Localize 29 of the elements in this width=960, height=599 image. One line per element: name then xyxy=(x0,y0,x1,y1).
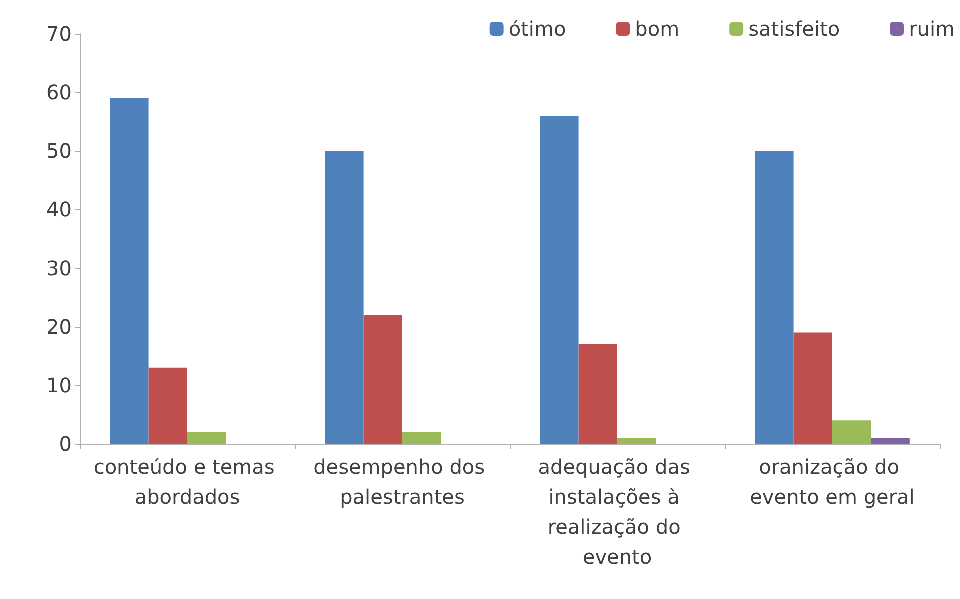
y-tick-label: 0 xyxy=(59,432,72,456)
legend-label: bom xyxy=(635,17,680,41)
y-tick-label: 20 xyxy=(46,314,72,339)
y-tick-label: 10 xyxy=(46,373,72,398)
bar xyxy=(325,151,364,444)
x-tick-label: adequação das instalações à realização do evento xyxy=(538,455,697,569)
bar xyxy=(794,332,832,444)
bar xyxy=(402,432,442,444)
x-tick-label: desempenho dos palestrantes xyxy=(314,455,492,509)
y-tick-label: 40 xyxy=(46,198,72,222)
bar xyxy=(832,420,872,444)
x-tick-label: oranização do evento em geral xyxy=(750,455,915,509)
y-tick-label: 30 xyxy=(46,256,72,280)
bar xyxy=(578,344,618,444)
legend-label: ótimo xyxy=(508,17,566,41)
y-tick-label: 60 xyxy=(46,80,72,105)
bar xyxy=(110,98,149,444)
y-tick-label: 50 xyxy=(46,139,72,164)
bar xyxy=(148,368,188,444)
bar xyxy=(540,116,579,444)
bar xyxy=(188,432,226,444)
bar xyxy=(871,438,910,444)
y-tick-label: 70 xyxy=(46,22,72,46)
bar xyxy=(755,151,794,444)
x-tick-label: conteúdo e temas abordados xyxy=(94,455,282,509)
legend-label: satisfeito xyxy=(748,17,840,41)
bar xyxy=(618,438,656,444)
bar xyxy=(364,315,402,444)
legend-label: ruim xyxy=(909,17,955,41)
